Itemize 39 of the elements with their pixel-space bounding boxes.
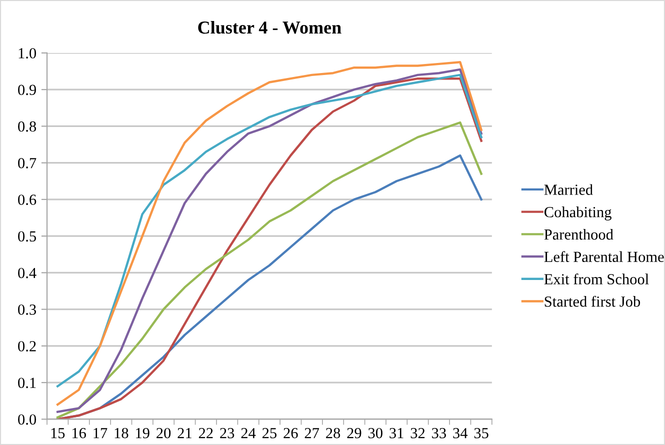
x-tick-label: 33	[432, 428, 446, 438]
x-tick-label: 21	[178, 428, 192, 438]
legend-label: Parenthood	[544, 228, 614, 240]
y-tick-label: 0.7	[18, 158, 36, 168]
x-tick-label: 23	[220, 428, 234, 438]
x-tick-label: 26	[284, 428, 298, 438]
x-tick-label: 16	[72, 428, 86, 438]
y-tick-label: 0.4	[18, 268, 36, 278]
y-tick-label: 0.3	[18, 304, 36, 315]
x-tick-label: 24	[241, 428, 256, 438]
x-tick-label: 20	[156, 428, 171, 438]
x-tick-label: 30	[368, 428, 382, 438]
x-tick-label: 25	[262, 428, 276, 438]
y-tick-label: 0.2	[18, 341, 36, 352]
x-tick-label: 31	[390, 428, 404, 438]
legend-label: Exit from School	[544, 273, 649, 284]
y-tick-label: 0.9	[18, 84, 36, 96]
y-tick-label: 0.1	[18, 378, 36, 388]
x-tick-label: 18	[114, 428, 128, 438]
x-tick-label: 35	[474, 428, 488, 438]
legend-label: Started first Job	[544, 296, 640, 307]
legend-label: Married	[544, 184, 593, 195]
x-tick-label: 17	[94, 428, 108, 438]
y-tick-label: 1.0	[18, 48, 36, 58]
x-tick-label: 15	[51, 428, 65, 438]
chart-title: Cluster 4 - Women	[198, 20, 342, 34]
legend-label: Left Parental Home	[544, 251, 664, 262]
y-tick-label: 0.0	[18, 414, 36, 425]
x-tick-label: 22	[198, 428, 213, 438]
x-tick-label: 34	[453, 428, 468, 438]
legend-label: Cohabiting	[544, 206, 612, 220]
x-tick-label: 32	[410, 428, 425, 438]
x-tick-label: 27	[304, 428, 320, 438]
x-tick-label: 29	[347, 428, 362, 438]
x-tick-label: 19	[136, 428, 150, 438]
y-tick-label: 0.6	[18, 194, 36, 205]
x-tick-label: 28	[326, 428, 340, 438]
y-tick-label: 0.8	[18, 121, 36, 132]
y-tick-label: 0.5	[18, 231, 36, 242]
